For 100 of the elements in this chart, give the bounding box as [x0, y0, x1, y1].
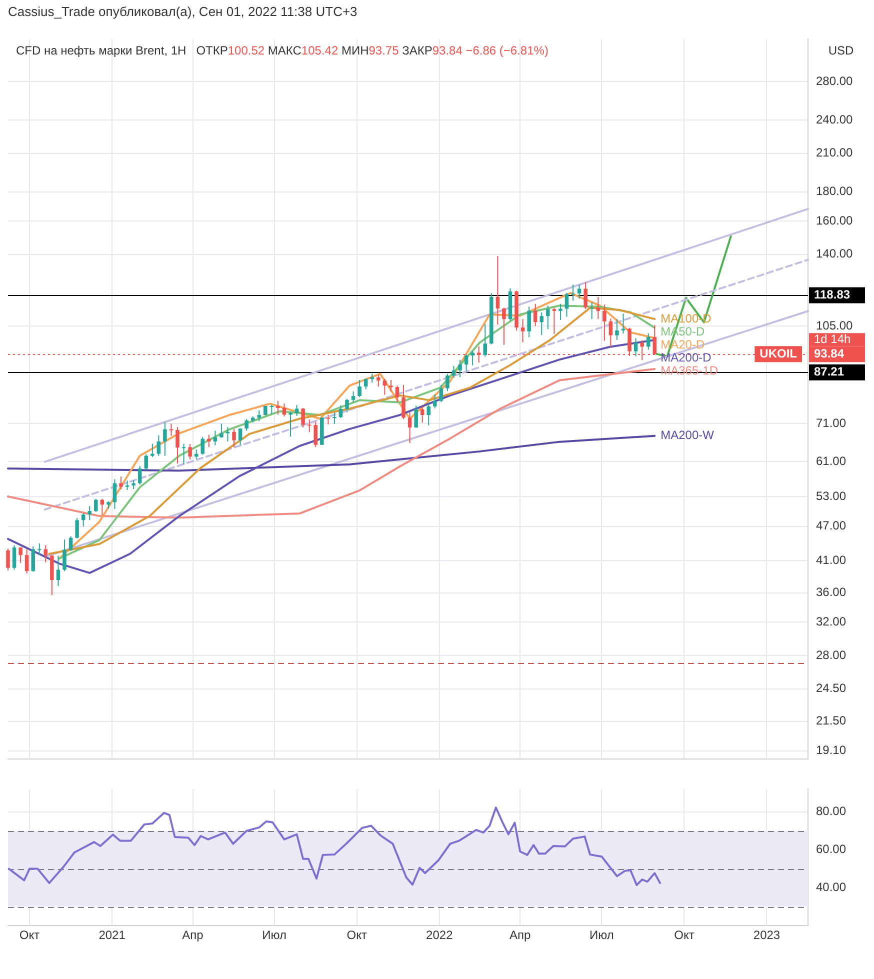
y-tick-label: 36.00 — [816, 585, 846, 600]
candlestick — [446, 373, 450, 392]
chart-title: CFD на нефть марки Brent, 1Н — [16, 44, 186, 58]
candlestick — [470, 350, 474, 366]
ref-line-label: 93.84 — [814, 346, 844, 360]
candlestick — [540, 312, 544, 336]
candlestick — [382, 378, 387, 396]
candlestick — [608, 318, 613, 348]
candlestick — [577, 284, 582, 300]
ref-line-label: 118.83 — [814, 288, 850, 302]
candlestick — [119, 476, 123, 490]
candlestick — [163, 422, 167, 456]
y-tick-label: 210.00 — [816, 146, 854, 160]
candlestick — [213, 430, 218, 446]
y-tick-label: 60.00 — [816, 842, 846, 856]
y-tick-label: 28.00 — [816, 648, 846, 662]
y-tick-label: 105.00 — [816, 318, 854, 332]
candlestick — [301, 407, 305, 428]
candlestick — [621, 313, 626, 334]
candlestick — [520, 318, 525, 343]
text: Cassius_Trade опубликовал(а), Сен 01, 2022 11:38 UTC+3 — [8, 4, 358, 19]
candlestick — [257, 410, 262, 422]
y-tick-label: 32.00 — [816, 614, 846, 629]
candlestick — [584, 282, 588, 310]
candlestick — [533, 303, 538, 327]
x-tick-label: 2022 — [426, 928, 454, 942]
x-tick-label: 2023 — [753, 928, 780, 942]
candlestick — [345, 398, 349, 413]
x-tick-label: Апр — [182, 928, 204, 942]
candlestick — [156, 434, 161, 456]
candlestick — [395, 385, 400, 403]
candlestick — [358, 379, 362, 398]
candlestick — [56, 555, 60, 587]
y-tick-label: 53.00 — [816, 488, 846, 503]
candlestick — [571, 284, 575, 302]
candlestick — [634, 338, 638, 357]
candlestick — [464, 354, 468, 372]
candlestick — [288, 411, 292, 438]
y-tick-label: 19.10 — [816, 743, 846, 758]
candlestick — [188, 444, 192, 460]
y-tick-label: 80.00 — [816, 804, 846, 818]
candlestick — [31, 546, 35, 572]
candlestick — [314, 421, 318, 448]
candlestick — [602, 304, 606, 342]
candlestick — [326, 414, 330, 425]
candlestick — [282, 402, 286, 417]
x-tick-label: Июл — [590, 928, 614, 942]
candlestick — [458, 359, 462, 378]
candlestick — [596, 296, 600, 320]
y-tick-label: 40.00 — [816, 880, 846, 894]
candlestick — [220, 423, 224, 438]
candlestick — [169, 423, 174, 436]
candlestick — [376, 374, 380, 388]
candlestick — [44, 544, 48, 563]
candlestick — [18, 546, 22, 564]
candlestick — [264, 406, 268, 416]
y-tick-label: 160.00 — [816, 213, 854, 228]
ref-line-label: 87.21 — [814, 364, 844, 379]
candlestick — [590, 302, 594, 320]
candlestick — [68, 536, 73, 552]
candlestick — [88, 506, 92, 521]
candlestick — [207, 434, 211, 448]
candlestick — [144, 454, 148, 470]
candlestick — [502, 307, 506, 346]
x-tick-label: 2021 — [98, 928, 126, 942]
x-tick-label: Апр — [510, 928, 532, 942]
candlestick — [564, 292, 569, 318]
candlestick — [615, 318, 619, 341]
candlestick — [420, 406, 424, 424]
y-tick-label: 21.50 — [816, 714, 846, 728]
candlestick — [81, 513, 86, 527]
y-tick-label: 140.00 — [816, 246, 854, 261]
candlestick — [476, 346, 481, 364]
candlestick — [112, 478, 117, 510]
y-tick-label: 180.00 — [816, 184, 854, 198]
candlestick — [433, 394, 437, 409]
series-label: MA200-W — [660, 428, 715, 442]
x-tick-label: Окт — [19, 928, 40, 942]
candlestick — [294, 404, 299, 417]
candlestick — [546, 305, 550, 330]
candlestick — [238, 428, 242, 446]
candlestick — [558, 303, 562, 321]
candlestick — [38, 542, 42, 556]
candlestick — [496, 256, 500, 326]
y-tick-label: 24.50 — [816, 681, 846, 696]
x-tick-label: Окт — [674, 928, 695, 942]
text: ОТКР100.52 МАКС105.42 МИН93.75 ЗАКР93.84 −6.86 (−6.81%) — [196, 44, 548, 58]
y-tick-label: 240.00 — [816, 112, 854, 126]
candlestick — [483, 324, 488, 358]
candlestick — [226, 426, 230, 442]
candlestick — [527, 306, 531, 338]
series-label: MA200-D — [660, 350, 712, 364]
candlestick — [402, 384, 406, 420]
candlestick — [62, 538, 66, 572]
y-tick-label: 47.00 — [816, 518, 846, 533]
candlestick — [125, 480, 130, 490]
candlestick — [138, 465, 142, 486]
y-tick-label: 41.00 — [816, 552, 846, 567]
candlestick — [176, 426, 180, 464]
candlestick — [12, 544, 16, 570]
